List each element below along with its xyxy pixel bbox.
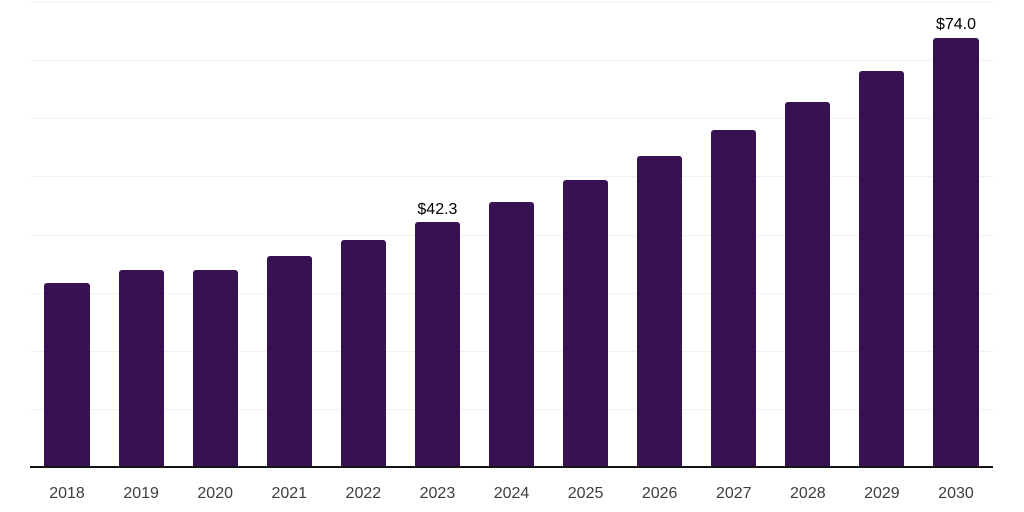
bar-slot-2021 [252,3,326,468]
bar-slot-2029 [845,3,919,468]
bar-2028 [785,101,831,468]
gridline-60 [30,118,993,120]
bar-value-label-2023: $42.3 [417,200,458,218]
bar-2021 [266,255,312,468]
x-tick-label-2022: 2022 [345,485,382,502]
bars-layer: $42.3 $74.0 [30,3,993,468]
plot-area: $42.3 $74.0 [30,2,993,468]
x-tick-label-2028: 2028 [790,485,826,502]
bar-slot-2027 [697,3,771,468]
x-tick-label-2030: 2030 [938,485,974,502]
bar-slot-2026 [623,3,697,468]
bar-slot-2023: $42.3 [400,3,474,468]
bar-2029 [859,71,905,468]
bar-slot-2019 [104,3,178,468]
bar-2022 [340,240,386,468]
x-tick-label-2024: 2024 [493,485,530,502]
gridline-80 [30,2,993,3]
bar-2023: $42.3 [414,201,461,468]
x-tick-label-2027: 2027 [715,485,752,502]
bar-2030: $74.0 [933,16,979,468]
bar-2020 [192,269,238,468]
bar-value-label-2030: $74.0 [935,16,976,34]
bar-slot-2028 [771,3,845,468]
x-tick-label-2025: 2025 [567,485,604,502]
x-tick-label-2021: 2021 [271,485,308,502]
x-tick-label-2023: 2023 [419,485,456,502]
x-tick-label-2029: 2029 [864,485,900,502]
bar-2024 [488,201,535,468]
bar-2018 [44,283,90,468]
bar-2026 [637,155,683,468]
bar-2027 [711,129,757,468]
x-tick-label-2026: 2026 [641,485,678,502]
gridline-50 [30,176,993,178]
bar-slot-2025 [549,3,623,468]
bar-slot-2020 [178,3,252,468]
x-axis-tick-labels: 2018 2019 2020 2021 2022 2023 2024 2025 2026 2027… [30,468,993,512]
x-tick-label-2018: 2018 [49,485,85,502]
gridline-70 [30,60,993,62]
bar-slot-2022 [326,3,400,468]
bar-2019 [118,270,164,468]
x-axis-line [30,466,993,468]
x-tick-label-2019: 2019 [123,485,159,502]
x-tick-label-2020: 2020 [197,485,233,502]
bar-2025 [562,180,609,468]
bar-slot-2024 [474,3,548,468]
bar-slot-2018 [30,3,104,468]
bar-slot-2030: $74.0 [919,3,993,468]
